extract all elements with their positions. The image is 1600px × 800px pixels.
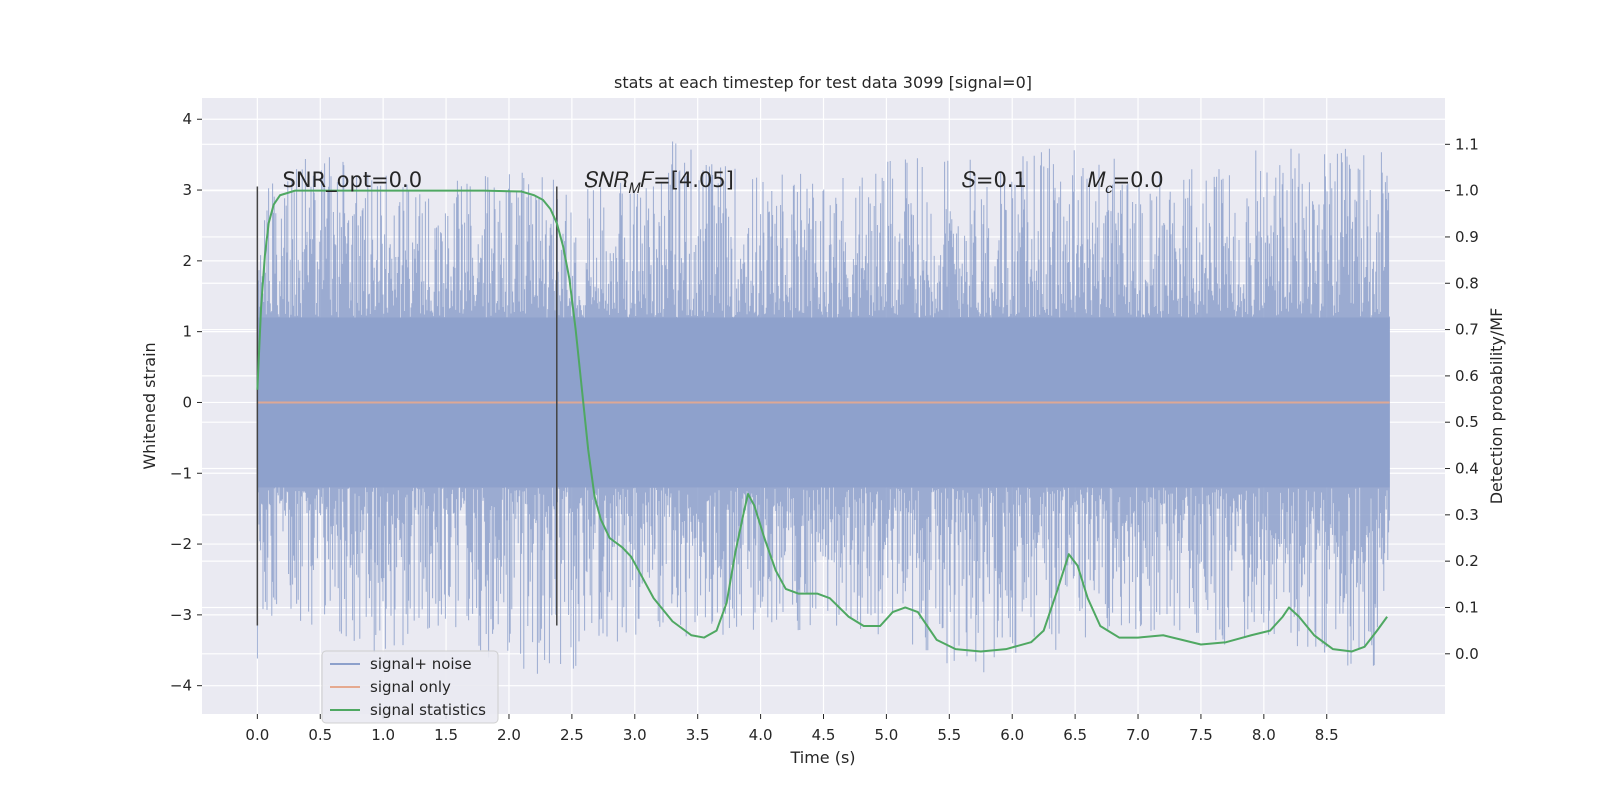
y2-tick-label: 0.9 — [1455, 228, 1479, 246]
x-tick-label: 3.5 — [686, 726, 710, 744]
x-tick-label: 1.0 — [371, 726, 395, 744]
y2-tick-label: 0.5 — [1455, 413, 1479, 431]
annotation-text-end: 𝐹=[4.05] — [641, 168, 734, 192]
y-tick-label: 3 — [182, 181, 192, 199]
y2-tick-label: 0.3 — [1455, 506, 1479, 524]
annotation-subscript: 𝑐 — [1105, 181, 1112, 197]
annotations: SNR_opt=0.0 𝑆𝑁𝑅𝑀𝐹=[4.05] 𝑆=0.1 𝑀𝑐=0.0 — [283, 168, 1164, 197]
y-tick-label: −1 — [170, 464, 192, 482]
annotation-text: 𝑀 — [1088, 168, 1106, 192]
x-tick-label: 1.5 — [434, 726, 458, 744]
annotation-text: 𝑆𝑁𝑅 — [584, 168, 628, 192]
y2-tick-label: 1.0 — [1455, 182, 1479, 200]
legend-box — [321, 650, 499, 724]
signal-statistics-line — [256, 189, 1388, 653]
y2-tick-label: 0.2 — [1455, 552, 1479, 570]
y2-tick-label: 0.0 — [1455, 645, 1479, 663]
y2-tick-label: 0.7 — [1455, 321, 1479, 339]
y2-tick-label: 0.1 — [1455, 598, 1479, 616]
x-tick-label: 2.0 — [497, 726, 521, 744]
x-tick-label: 7.0 — [1126, 726, 1150, 744]
annotation-text: SNR_opt=0.0 — [283, 168, 423, 193]
lines-layer — [256, 186, 1390, 653]
axes: 0.0 0.5 1.0 1.5 2.0 2.5 3.0 3.5 4.0 4.5 5.0 5.5 6.0 6… — [170, 110, 1479, 744]
legend-label: signal only — [370, 678, 451, 696]
x-tick-label: 5.5 — [937, 726, 961, 744]
x-tick-label: 6.5 — [1063, 726, 1087, 744]
chart-title: stats at each timestep for test data 309… — [614, 73, 1032, 92]
y-tick-label: −4 — [170, 677, 192, 695]
x-axis-label: Time (s) — [789, 748, 855, 767]
y2-tick-label: 0.8 — [1455, 274, 1479, 292]
legend-label: signal+ noise — [370, 655, 472, 673]
x-tick-label: 2.5 — [560, 726, 584, 744]
annotation-snr-opt: SNR_opt=0.0 — [283, 168, 423, 193]
x-tick-label: 7.5 — [1189, 726, 1213, 744]
y-tick-label: 0 — [182, 393, 192, 411]
x-tick-label: 0.0 — [245, 726, 269, 744]
annotation-s-value: 𝑆=0.1 — [962, 168, 1027, 192]
legend: signal+ noise signal only signal statistic… — [321, 650, 499, 724]
annotation-mc-value: 𝑀𝑐=0.0 — [1088, 168, 1164, 197]
x-tick-label: 8.5 — [1315, 726, 1339, 744]
y-tick-label: 2 — [182, 252, 192, 270]
annotation-text: 𝑆=0.1 — [962, 168, 1027, 192]
y2-tick-label: 0.4 — [1455, 460, 1479, 478]
annotation-text-end: =0.0 — [1113, 168, 1164, 192]
y-tick-label: −2 — [170, 535, 192, 553]
x-tick-label: 5.0 — [874, 726, 898, 744]
y-tick-label: 4 — [182, 110, 192, 128]
y2-axis-label: Detection probability/MF — [1487, 308, 1506, 505]
y-axis-label: Whitened strain — [140, 342, 159, 469]
x-tick-label: 8.0 — [1252, 726, 1276, 744]
x-tick-label: 4.5 — [812, 726, 836, 744]
x-tick-label: 6.0 — [1000, 726, 1024, 744]
legend-label: signal statistics — [370, 701, 486, 719]
y-tick-label: −3 — [170, 606, 192, 624]
y2-tick-label: 0.6 — [1455, 367, 1479, 385]
x-tick-label: 3.0 — [623, 726, 647, 744]
x-tick-label: 4.0 — [749, 726, 773, 744]
annotation-subscript: 𝑀 — [629, 181, 641, 197]
x-tick-label: 0.5 — [308, 726, 332, 744]
y2-tick-label: 1.1 — [1455, 135, 1479, 153]
y-tick-label: 1 — [182, 323, 192, 341]
annotation-snr-mf: 𝑆𝑁𝑅𝑀𝐹=[4.05] — [584, 168, 733, 197]
